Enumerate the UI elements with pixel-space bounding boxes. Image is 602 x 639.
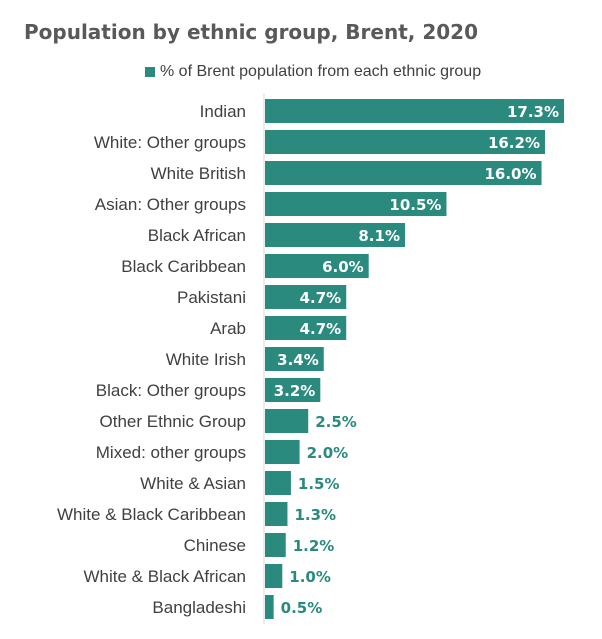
- data-label: 17.3%: [507, 103, 559, 121]
- bar: [265, 564, 283, 588]
- bar: [265, 161, 542, 185]
- data-label: 2.5%: [315, 413, 357, 431]
- data-label: 6.0%: [322, 258, 364, 276]
- category-label: White British: [151, 164, 246, 183]
- data-label: 3.2%: [274, 382, 316, 400]
- data-label: 1.0%: [289, 568, 331, 586]
- category-label: Bangladeshi: [152, 598, 246, 617]
- bar: [265, 502, 288, 526]
- bar: [265, 347, 324, 371]
- data-label: 3.4%: [277, 351, 319, 369]
- category-label: Pakistani: [177, 288, 246, 307]
- data-label: 0.5%: [281, 599, 323, 617]
- category-label: White & Asian: [140, 474, 246, 493]
- chart-title: Population by ethnic group, Brent, 2020: [24, 20, 478, 44]
- bar: [265, 223, 405, 247]
- category-label: Asian: Other groups: [95, 195, 246, 214]
- category-label: White Irish: [166, 350, 246, 369]
- category-label: Mixed: other groups: [96, 443, 246, 462]
- data-label: 1.2%: [293, 537, 335, 555]
- category-label: Chinese: [184, 536, 246, 555]
- bar: [265, 316, 347, 340]
- data-label: 4.7%: [300, 289, 342, 307]
- data-label: 10.5%: [389, 196, 441, 214]
- category-label: White & Black Caribbean: [57, 505, 246, 524]
- category-label: White: Other groups: [94, 133, 246, 152]
- legend: % of Brent population from each ethnic g…: [145, 63, 481, 81]
- legend-label: % of Brent population from each ethnic g…: [160, 63, 482, 80]
- bar: [265, 378, 321, 402]
- bar: [265, 533, 286, 557]
- legend-swatch: [145, 67, 155, 77]
- bar: [265, 440, 300, 464]
- bar: [265, 471, 291, 495]
- bar: [265, 285, 347, 309]
- category-label: White & Black African: [83, 567, 246, 586]
- category-label: Black: Other groups: [96, 381, 246, 400]
- data-label: 8.1%: [358, 227, 400, 245]
- bar: [265, 99, 564, 123]
- category-label: Other Ethnic Group: [100, 412, 246, 431]
- data-label: 2.0%: [307, 444, 349, 462]
- bar: [265, 595, 274, 619]
- category-label: Indian: [200, 102, 246, 121]
- data-label: 16.2%: [488, 134, 540, 152]
- bar: [265, 130, 545, 154]
- data-label: 1.5%: [298, 475, 340, 493]
- category-label: Black Caribbean: [121, 257, 246, 276]
- category-label: Arab: [210, 319, 246, 338]
- bar: [265, 409, 309, 433]
- data-label: 1.3%: [294, 506, 336, 524]
- bar: [265, 254, 369, 278]
- bar: [265, 192, 447, 216]
- data-label: 16.0%: [484, 165, 536, 183]
- data-label: 4.7%: [300, 320, 342, 338]
- category-label: Black African: [148, 226, 246, 245]
